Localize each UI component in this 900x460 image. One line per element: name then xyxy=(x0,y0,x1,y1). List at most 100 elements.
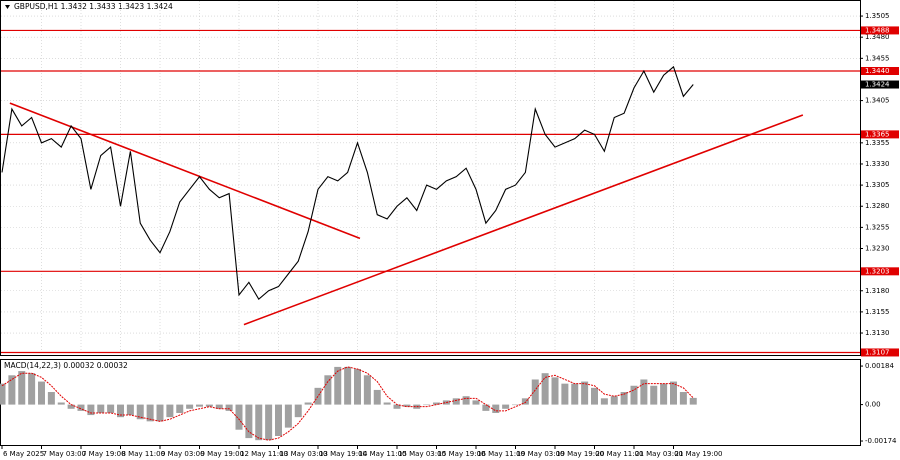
y-tick-label: 1.3255 xyxy=(865,223,890,231)
level-label: 1.3440 xyxy=(865,67,890,75)
macd-bar xyxy=(640,379,648,405)
y-tick-label: 1.3355 xyxy=(865,139,890,147)
x-tick-label: 9 May 03:00 xyxy=(161,450,205,458)
macd-bar xyxy=(689,397,697,405)
x-tick-label: 7 May 19:00 xyxy=(82,450,126,458)
y-tick-label: 1.3280 xyxy=(865,202,890,210)
macd-bar xyxy=(235,404,243,430)
macd-bar xyxy=(541,373,549,405)
macd-bar xyxy=(363,375,371,405)
x-tick-label: 6 May 2025 xyxy=(3,450,44,458)
macd-bar xyxy=(97,404,105,413)
macd-bar xyxy=(551,377,559,405)
macd-bar xyxy=(67,404,75,409)
level-label: 1.3107 xyxy=(865,348,890,356)
macd-bar xyxy=(324,375,332,405)
macd-bar xyxy=(284,404,292,428)
current-price-label: 1.3424 xyxy=(865,81,890,89)
macd-bar xyxy=(205,404,213,407)
trendline xyxy=(243,114,804,326)
macd-bar xyxy=(136,404,144,420)
macd-bar xyxy=(472,400,480,405)
macd-bar xyxy=(393,404,401,409)
macd-bar xyxy=(373,389,381,405)
macd-bar xyxy=(630,385,638,405)
level-tag xyxy=(861,130,899,139)
macd-bar xyxy=(571,383,579,405)
macd-bar xyxy=(581,381,589,405)
macd-bar xyxy=(117,404,124,418)
macd-bar xyxy=(383,402,391,405)
x-tick-label: 13 May 19:00 xyxy=(319,450,367,458)
y-tick-label: 1.3480 xyxy=(865,33,890,41)
macd-bar xyxy=(492,404,500,413)
macd-bar xyxy=(610,396,618,405)
level-tag xyxy=(861,348,899,357)
macd-bar xyxy=(294,404,302,418)
x-tick-label: 19 May 03:00 xyxy=(517,450,565,458)
macd-bar xyxy=(452,398,460,405)
macd-bar xyxy=(245,404,253,439)
y-tick-label: 1.3130 xyxy=(865,329,890,337)
macd-bar xyxy=(521,398,529,405)
macd-bar xyxy=(107,404,115,413)
level-label: 1.3488 xyxy=(865,26,890,34)
current-price-tag xyxy=(861,80,899,89)
macd-bar xyxy=(0,383,6,405)
macd-y-tick-label: 0.00184 xyxy=(865,362,894,370)
macd-bar xyxy=(679,392,687,405)
y-tick-label: 1.3505 xyxy=(865,12,890,20)
y-tick-label: 1.3305 xyxy=(865,181,890,189)
x-tick-label: 21 May 03:00 xyxy=(635,450,683,458)
macd-bar xyxy=(176,404,184,413)
macd-title: MACD(14,22,3) 0.00032 0.00032 xyxy=(4,361,128,370)
x-tick-label: 7 May 03:00 xyxy=(43,450,87,458)
macd-bar xyxy=(225,404,233,411)
x-tick-label: 15 May 19:00 xyxy=(438,450,486,458)
level-tag xyxy=(861,267,899,276)
macd-bar xyxy=(265,404,273,441)
macd-bar xyxy=(660,383,668,405)
macd-bar xyxy=(403,404,411,407)
x-tick-label: 14 May 11:00 xyxy=(359,450,407,458)
x-tick-label: 8 May 11:00 xyxy=(122,450,166,458)
macd-bar xyxy=(354,369,361,405)
macd-bar xyxy=(215,404,223,409)
macd-panel xyxy=(0,359,861,446)
x-tick-label: 13 May 03:00 xyxy=(280,450,328,458)
macd-bar xyxy=(275,404,282,436)
price-line xyxy=(1,65,694,301)
y-tick-label: 1.3180 xyxy=(865,287,890,295)
macd-bar xyxy=(502,404,510,409)
macd-bar xyxy=(146,404,154,422)
macd-bar xyxy=(166,404,174,418)
macd-bar xyxy=(512,404,519,406)
level-label: 1.3365 xyxy=(865,130,890,138)
macd-bar xyxy=(57,402,65,405)
macd-bar xyxy=(87,404,95,416)
macd-bar xyxy=(591,387,598,405)
macd-bar xyxy=(255,404,263,441)
x-tick-label: 20 May 11:00 xyxy=(596,450,644,458)
x-tick-label: 19 May 19:00 xyxy=(556,450,604,458)
x-tick-label: 16 May 11:00 xyxy=(477,450,525,458)
x-tick-label: 9 May 19:00 xyxy=(201,450,245,458)
macd-bar xyxy=(47,392,55,405)
macd-bar xyxy=(28,373,36,405)
macd-bar xyxy=(423,404,431,406)
macd-bar xyxy=(8,375,16,405)
macd-y-tick-label: -0.00174 xyxy=(865,437,897,445)
macd-bar xyxy=(344,366,352,405)
y-tick-label: 1.3155 xyxy=(865,308,890,316)
macd-bar xyxy=(77,404,85,411)
macd-bar xyxy=(186,404,194,409)
macd-bar xyxy=(620,392,628,405)
macd-bar xyxy=(18,371,26,405)
macd-bar xyxy=(314,387,322,405)
chart-header: GBPUSD,H1 1.3432 1.3433 1.3423 1.3424 xyxy=(14,2,173,11)
level-label: 1.3203 xyxy=(865,267,890,275)
y-tick-label: 1.3405 xyxy=(865,97,890,105)
macd-bar xyxy=(334,366,342,405)
macd-bar xyxy=(38,381,45,405)
